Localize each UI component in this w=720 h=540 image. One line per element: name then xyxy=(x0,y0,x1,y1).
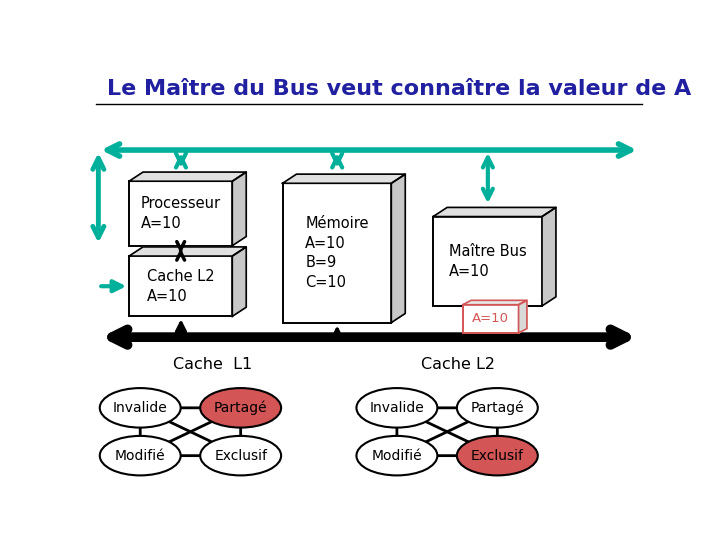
Polygon shape xyxy=(433,207,556,217)
Polygon shape xyxy=(233,172,246,246)
Bar xyxy=(129,256,233,316)
Polygon shape xyxy=(282,174,405,183)
Polygon shape xyxy=(518,300,527,333)
Ellipse shape xyxy=(100,388,181,428)
Text: Partagé: Partagé xyxy=(214,401,267,415)
Polygon shape xyxy=(129,172,246,181)
Ellipse shape xyxy=(356,388,437,428)
Text: Exclusif: Exclusif xyxy=(471,449,524,463)
Polygon shape xyxy=(542,207,556,306)
Polygon shape xyxy=(233,247,246,316)
Text: Invalide: Invalide xyxy=(369,401,424,415)
Text: Modifié: Modifié xyxy=(115,449,166,463)
Bar xyxy=(433,217,542,306)
Bar xyxy=(463,305,518,333)
Text: Invalide: Invalide xyxy=(113,401,168,415)
Ellipse shape xyxy=(200,436,281,475)
Ellipse shape xyxy=(356,436,437,475)
Bar xyxy=(282,183,392,322)
Text: Cache L2
A=10: Cache L2 A=10 xyxy=(147,269,215,303)
Text: Mémoire
A=10
B=9
C=10: Mémoire A=10 B=9 C=10 xyxy=(305,216,369,290)
Text: Cache L2: Cache L2 xyxy=(421,357,495,372)
Text: A=10: A=10 xyxy=(472,312,509,326)
Polygon shape xyxy=(463,300,527,305)
Polygon shape xyxy=(392,174,405,322)
Text: Cache  L1: Cache L1 xyxy=(173,357,253,372)
Text: Le Maître du Bus veut connaître la valeur de A: Le Maître du Bus veut connaître la valeu… xyxy=(107,79,691,99)
Ellipse shape xyxy=(200,388,281,428)
Text: Modifié: Modifié xyxy=(372,449,422,463)
Bar xyxy=(129,181,233,246)
Text: Exclusif: Exclusif xyxy=(214,449,267,463)
Text: Processeur
A=10: Processeur A=10 xyxy=(140,196,221,231)
Text: Partagé: Partagé xyxy=(471,401,524,415)
Ellipse shape xyxy=(457,436,538,475)
Text: Maître Bus
A=10: Maître Bus A=10 xyxy=(449,244,526,279)
Polygon shape xyxy=(129,247,246,256)
Ellipse shape xyxy=(100,436,181,475)
Ellipse shape xyxy=(457,388,538,428)
